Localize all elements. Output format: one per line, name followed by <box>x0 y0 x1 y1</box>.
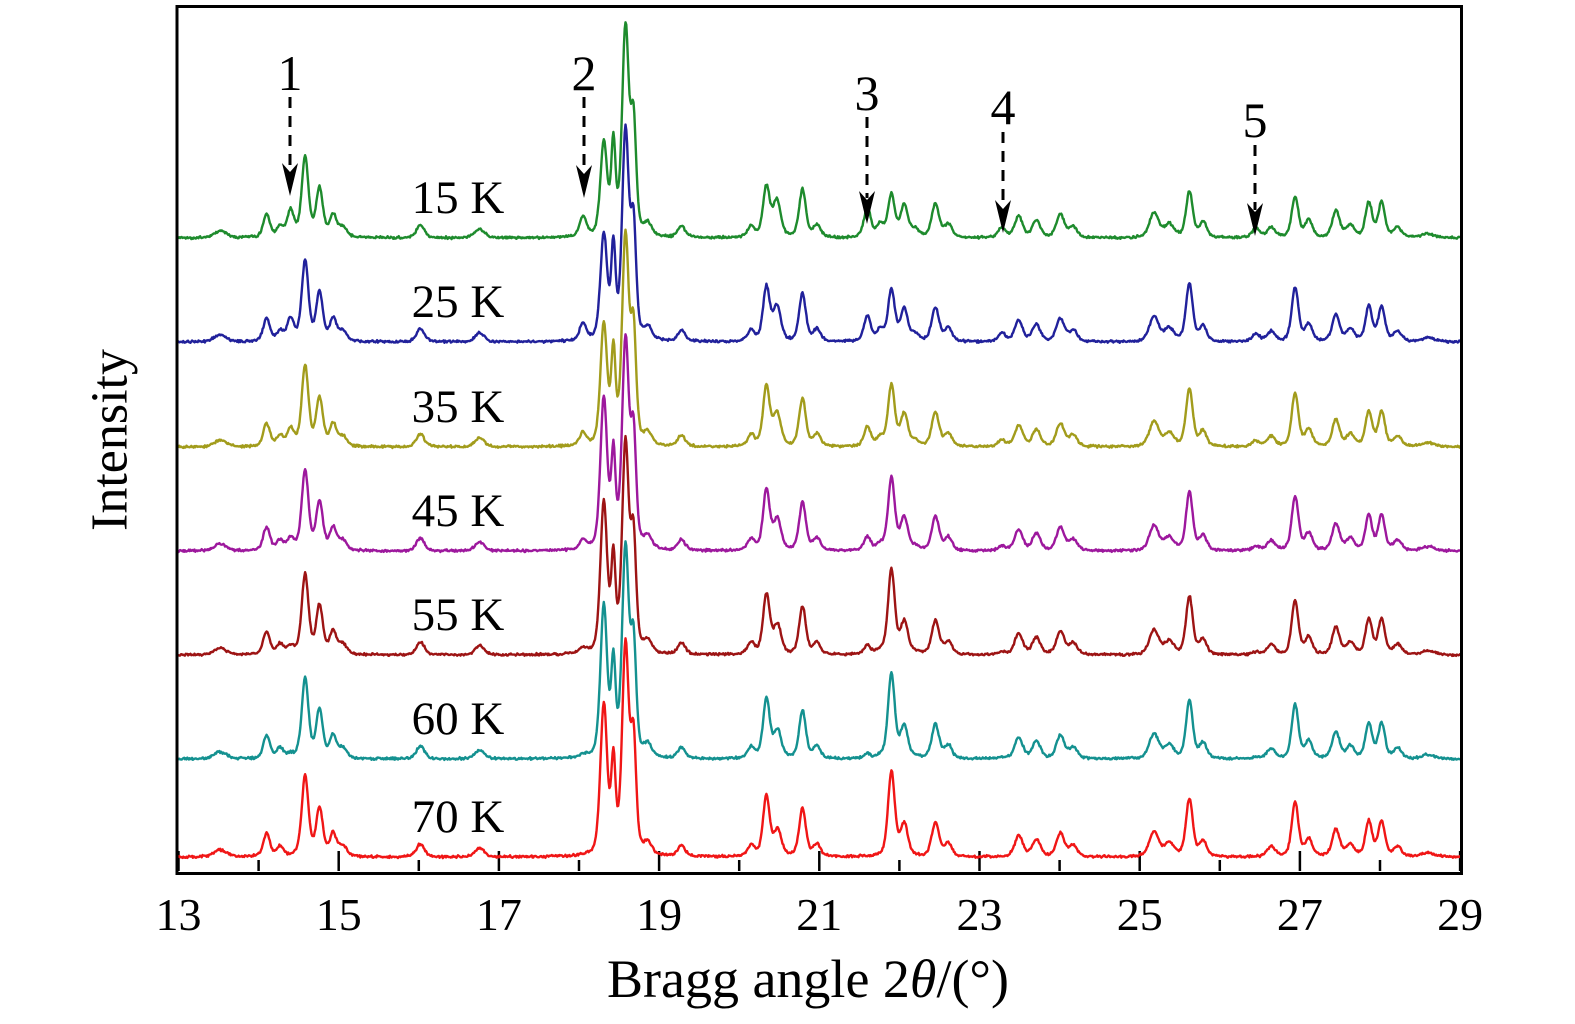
peak-annotation-label-1: 1 <box>278 45 303 101</box>
peak-annotation-label-3: 3 <box>855 65 880 121</box>
y-axis-label: Intensity <box>81 349 139 531</box>
x-tick-label-23: 23 <box>957 889 1003 940</box>
x-tick-label-19: 19 <box>636 889 682 940</box>
curve-label-35-k: 35 K <box>412 381 505 433</box>
x-tick-label-17: 17 <box>476 889 522 940</box>
x-tick-label-29: 29 <box>1437 889 1483 940</box>
curve-45-k <box>177 333 1462 554</box>
curve-60-k <box>177 540 1462 762</box>
peak-annotation-arrowhead-2 <box>576 165 592 198</box>
peak-annotation-label-4: 4 <box>991 79 1016 135</box>
x-tick-label-15: 15 <box>316 889 362 940</box>
curve-label-45-k: 45 K <box>412 485 505 537</box>
curve-25-k <box>177 123 1462 344</box>
peak-annotation-arrowhead-1 <box>282 163 298 196</box>
plot-border <box>175 5 1463 875</box>
curve-label-25-k: 25 K <box>412 276 505 328</box>
curve-35-k <box>177 228 1462 450</box>
peak-annotation-arrowhead-5 <box>1247 203 1263 236</box>
peak-annotation-arrowhead-4 <box>995 200 1011 233</box>
x-axis-label: Bragg angle 2θ/(°) <box>607 949 1009 1009</box>
x-tick-label-21: 21 <box>796 889 842 940</box>
curve-70-k <box>177 637 1462 860</box>
curve-label-60-k: 60 K <box>412 693 505 745</box>
curve-label-70-k: 70 K <box>412 791 505 843</box>
x-tick-label-13: 13 <box>156 889 202 940</box>
x-tick-label-25: 25 <box>1117 889 1163 940</box>
curve-label-55-k: 55 K <box>412 589 505 641</box>
peak-annotation-label-2: 2 <box>572 45 597 101</box>
curve-55-k <box>177 434 1462 658</box>
curve-label-15-k: 15 K <box>412 172 505 224</box>
curve-15-k <box>177 21 1462 241</box>
peak-annotation-label-5: 5 <box>1243 92 1268 148</box>
x-tick-label-27: 27 <box>1277 889 1323 940</box>
peak-annotation-arrowhead-3 <box>859 191 875 224</box>
